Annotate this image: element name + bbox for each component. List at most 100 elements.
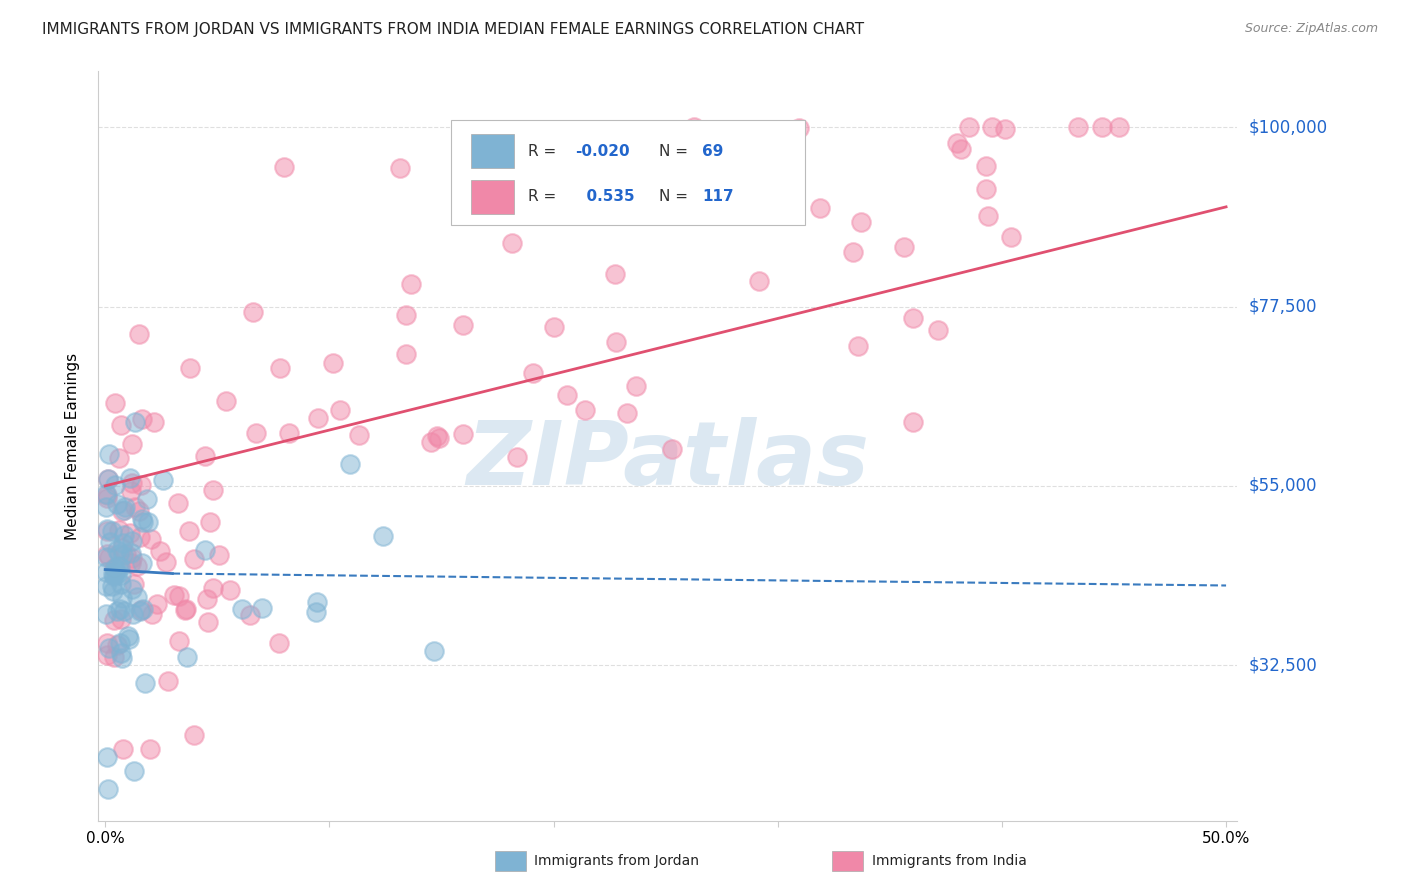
Point	[197, 591, 219, 606]
Point	[748, 273, 770, 287]
Point	[124, 415, 146, 429]
Point	[105, 497, 128, 511]
Point	[555, 388, 578, 402]
Point	[120, 471, 142, 485]
Point	[112, 604, 135, 618]
Text: 117: 117	[702, 189, 734, 204]
Text: N =: N =	[659, 144, 693, 159]
Point	[101, 584, 124, 599]
FancyBboxPatch shape	[451, 120, 804, 225]
Point	[105, 566, 128, 581]
Y-axis label: Median Female Earnings: Median Female Earnings	[65, 352, 80, 540]
Point	[96, 522, 118, 536]
Point	[901, 311, 924, 326]
Text: Source: ZipAtlas.com: Source: ZipAtlas.com	[1244, 22, 1378, 36]
Point	[110, 567, 132, 582]
Point	[128, 504, 150, 518]
Point	[163, 588, 186, 602]
Point	[103, 561, 125, 575]
Point	[105, 604, 128, 618]
Point	[134, 675, 156, 690]
Point	[104, 478, 127, 492]
Point	[136, 491, 159, 506]
Point	[103, 650, 125, 665]
Text: Immigrants from India: Immigrants from India	[872, 854, 1026, 868]
Point	[307, 411, 329, 425]
Point	[278, 425, 301, 440]
Point	[197, 615, 219, 629]
Point	[96, 488, 118, 502]
Point	[110, 577, 132, 591]
Point	[242, 305, 264, 319]
Point	[505, 450, 527, 465]
Point	[142, 416, 165, 430]
Point	[683, 120, 706, 135]
Point	[957, 120, 980, 135]
Point	[156, 674, 179, 689]
Point	[121, 533, 143, 548]
Point	[125, 590, 148, 604]
Point	[893, 240, 915, 254]
Point	[98, 550, 121, 565]
Point	[97, 472, 120, 486]
Text: R =: R =	[527, 144, 561, 159]
Point	[250, 601, 273, 615]
Point	[946, 136, 969, 150]
Point	[107, 558, 129, 573]
Point	[201, 483, 224, 497]
Point	[112, 536, 135, 550]
Point	[111, 742, 134, 756]
Point	[202, 581, 225, 595]
Point	[108, 636, 131, 650]
Point	[231, 602, 253, 616]
Point	[125, 558, 148, 573]
Point	[111, 650, 134, 665]
Point	[543, 320, 565, 334]
Point	[339, 457, 361, 471]
Point	[501, 235, 523, 250]
Point	[176, 650, 198, 665]
Text: IMMIGRANTS FROM JORDAN VS IMMIGRANTS FROM INDIA MEDIAN FEMALE EARNINGS CORRELATI: IMMIGRANTS FROM JORDAN VS IMMIGRANTS FRO…	[42, 22, 865, 37]
Point	[103, 565, 125, 579]
Point	[94, 607, 117, 621]
Point	[122, 764, 145, 779]
Point	[219, 583, 242, 598]
Text: $77,500: $77,500	[1249, 298, 1317, 316]
Point	[200, 516, 222, 530]
Point	[273, 160, 295, 174]
Point	[842, 245, 865, 260]
Point	[329, 402, 352, 417]
Point	[1108, 120, 1130, 135]
Point	[120, 556, 142, 570]
Point	[451, 318, 474, 332]
Point	[96, 524, 118, 538]
Point	[112, 502, 135, 516]
Point	[120, 547, 142, 561]
Point	[322, 356, 344, 370]
Text: 69: 69	[702, 144, 724, 159]
Point	[167, 633, 190, 648]
Point	[94, 550, 117, 565]
Point	[110, 611, 132, 625]
Point	[173, 603, 195, 617]
Point	[177, 524, 200, 538]
Point	[183, 728, 205, 742]
Point	[605, 334, 627, 349]
Text: $32,500: $32,500	[1249, 657, 1317, 674]
Point	[111, 591, 134, 606]
Point	[131, 556, 153, 570]
Point	[183, 552, 205, 566]
Point	[371, 529, 394, 543]
Point	[115, 547, 138, 561]
Point	[112, 528, 135, 542]
Point	[121, 476, 143, 491]
Point	[104, 396, 127, 410]
Point	[453, 426, 475, 441]
Point	[146, 598, 169, 612]
Point	[131, 511, 153, 525]
Point	[994, 121, 1017, 136]
Point	[96, 648, 118, 663]
Point	[901, 416, 924, 430]
Text: -0.020: -0.020	[575, 144, 630, 159]
Point	[269, 361, 291, 376]
